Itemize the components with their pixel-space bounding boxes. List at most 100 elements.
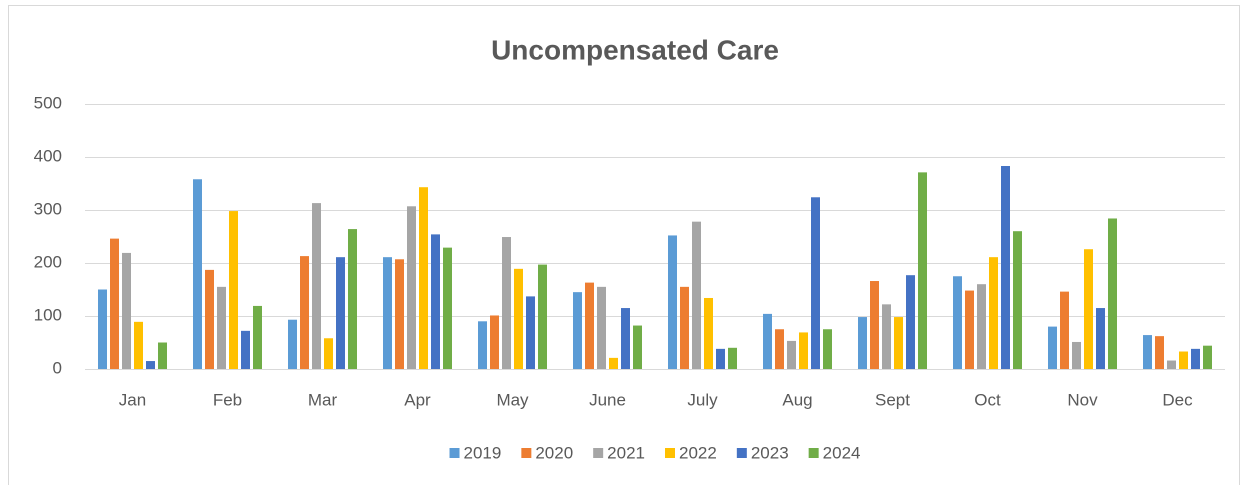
legend-label: 2022 [679, 443, 717, 462]
x-tick-label: Nov [1067, 390, 1098, 409]
legend-swatch [449, 448, 460, 458]
bar [1191, 348, 1200, 369]
bar [870, 281, 879, 369]
bar [1203, 345, 1212, 369]
x-tick-label: June [589, 390, 626, 409]
bar [241, 330, 250, 369]
bar [609, 357, 618, 369]
bar [526, 296, 535, 369]
bar [158, 342, 167, 369]
bar [906, 275, 915, 369]
x-tick-label: Feb [213, 390, 242, 409]
bar [419, 187, 428, 369]
bar [514, 268, 523, 369]
legend-label: 2020 [535, 443, 573, 462]
bar [336, 257, 345, 369]
chart-title: Uncompensated Care [491, 34, 779, 65]
bar [989, 257, 998, 369]
x-tick-label: July [687, 390, 718, 409]
bar [217, 286, 226, 369]
bar [1096, 308, 1105, 369]
bar [823, 329, 832, 369]
bar [728, 347, 737, 369]
bar [621, 308, 630, 369]
bar [253, 305, 262, 369]
bar [763, 313, 772, 369]
bar [229, 211, 238, 369]
bar [1001, 166, 1010, 369]
bar [858, 317, 867, 369]
bar [1108, 218, 1117, 369]
bar [538, 264, 547, 369]
x-tick-label: Dec [1162, 390, 1193, 409]
bar [300, 256, 309, 369]
bar [692, 221, 701, 369]
bar [1179, 351, 1188, 369]
x-tick-label: Sept [875, 390, 910, 409]
y-tick-label: 0 [53, 358, 62, 377]
bar [348, 229, 357, 369]
bar [1072, 341, 1081, 369]
legend-label: 2023 [751, 443, 789, 462]
bar [110, 238, 119, 369]
bar [977, 284, 986, 369]
bar [205, 269, 214, 369]
y-tick-label: 200 [34, 252, 62, 271]
x-tick-label: Jan [119, 390, 146, 409]
legend-label: 2024 [823, 443, 861, 462]
bar [882, 304, 891, 369]
legend-swatch [521, 448, 532, 458]
bar [597, 286, 606, 369]
bar [1167, 360, 1176, 369]
bar [134, 321, 143, 369]
bar [383, 257, 392, 369]
bar [1013, 231, 1022, 369]
bar [502, 237, 511, 369]
y-tick-label: 100 [34, 305, 62, 324]
bar [146, 361, 155, 369]
bar [1084, 249, 1093, 369]
legend-swatch [736, 448, 747, 458]
bar [965, 290, 974, 369]
bar [716, 348, 725, 369]
bar [1143, 335, 1152, 369]
bar [490, 315, 499, 369]
x-tick-label: Aug [782, 390, 812, 409]
y-tick-label: 400 [34, 146, 62, 165]
bar [953, 276, 962, 369]
bar [585, 282, 594, 369]
bar [704, 297, 713, 369]
legend-swatch [665, 448, 675, 458]
x-tick-label: Oct [974, 390, 1001, 409]
chart-border [8, 5, 1240, 485]
legend-swatch [808, 448, 819, 458]
bar [799, 332, 808, 369]
x-tick-label: Apr [404, 390, 431, 409]
bar [1060, 291, 1069, 369]
bar [573, 292, 582, 369]
bar [775, 329, 784, 369]
bar [918, 172, 927, 369]
legend-label: 2021 [607, 443, 645, 462]
bar [1048, 326, 1057, 369]
bar [811, 197, 820, 369]
y-tick-label: 500 [34, 93, 62, 112]
bar [478, 321, 487, 369]
bar [395, 259, 404, 369]
bar [894, 317, 903, 369]
bar [633, 325, 642, 369]
bar [193, 179, 202, 369]
bar [122, 252, 131, 369]
bar [407, 206, 416, 369]
x-tick-label: May [496, 390, 529, 409]
bar [443, 247, 452, 369]
legend-label: 2019 [464, 443, 502, 462]
bar [680, 286, 689, 369]
bar [668, 235, 677, 369]
y-tick-label: 300 [34, 199, 62, 218]
bar [324, 338, 333, 369]
x-tick-label: Mar [308, 390, 338, 409]
bar [431, 234, 440, 369]
bar [787, 340, 796, 369]
